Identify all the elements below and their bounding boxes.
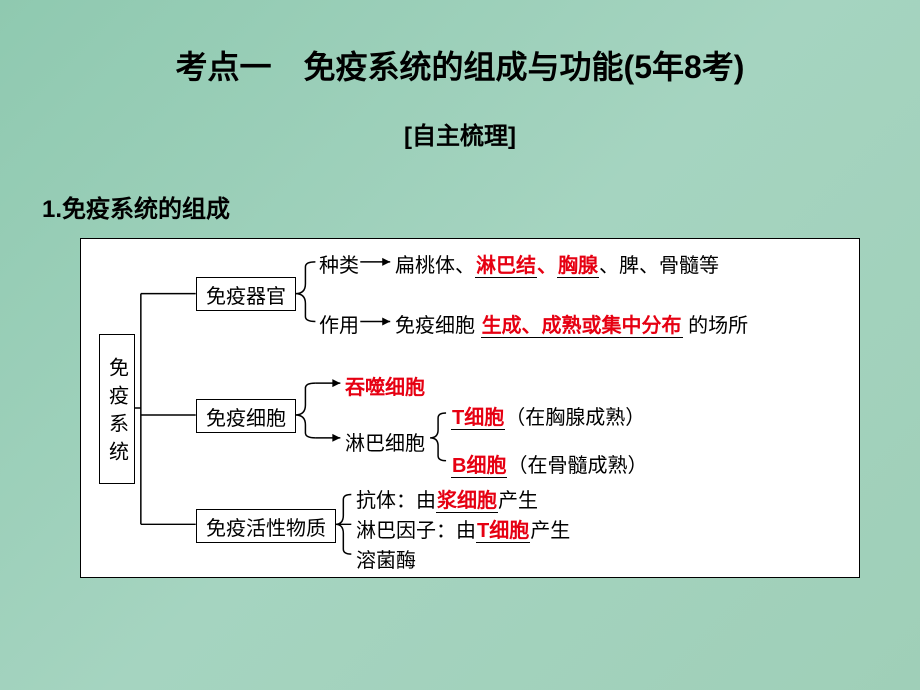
organ-line2-prefix: 作用 bbox=[319, 315, 359, 337]
organ-line1-prefix: 种类 bbox=[319, 255, 359, 277]
organ-func-content: 免疫细胞 生成、成熟或集中分布 的场所 bbox=[395, 309, 748, 338]
organ-type-content: 扁桃体、淋巴结、胸腺、脾、骨髓等 bbox=[395, 249, 719, 278]
sub-l1-c: 产生 bbox=[498, 490, 538, 512]
sub-l2-a: 淋巴因子：由 bbox=[356, 520, 476, 542]
organ-l2-b: 生成、成熟或集中分布 bbox=[481, 316, 683, 338]
phagocyte-label: 吞噬细胞 bbox=[345, 371, 425, 400]
organ-l1-d: 胸腺 bbox=[557, 256, 599, 278]
lymphocyte-label: 淋巴细胞 bbox=[345, 427, 425, 456]
section-heading: 1.免疫系统的组成 bbox=[42, 189, 920, 224]
sub-l1-a: 抗体：由 bbox=[356, 490, 436, 512]
sub-l2-b: T细胞 bbox=[476, 521, 530, 543]
lymphokine-row: 淋巴因子：由T细胞产生 bbox=[356, 514, 570, 543]
organ-l1-e: 、脾、骨髓等 bbox=[599, 255, 719, 277]
organ-l2-c: 的场所 bbox=[688, 315, 748, 337]
sub-l1-b: 浆细胞 bbox=[436, 491, 498, 513]
organ-l1-a: 扁桃体、 bbox=[395, 255, 475, 277]
organ-type-label: 种类 bbox=[319, 249, 359, 278]
organ-l1-c: 、 bbox=[537, 255, 557, 277]
page-title: 考点一 免疫系统的组成与功能(5年8考) bbox=[0, 0, 920, 88]
lysozyme-row: 溶菌酶 bbox=[356, 544, 416, 573]
organ-l1-b: 淋巴结 bbox=[475, 256, 537, 278]
antibody-row: 抗体：由浆细胞产生 bbox=[356, 484, 538, 513]
tcell-note: （在胸腺成熟） bbox=[505, 407, 645, 429]
bcell-label: B细胞 bbox=[451, 456, 507, 478]
diagram-container: 免疫系统 免疫器官 免疫细胞 免疫活性物质 种类 bbox=[80, 238, 860, 578]
sub-l2-c: 产生 bbox=[530, 520, 570, 542]
subtitle: [自主梳理] bbox=[0, 116, 920, 151]
tcell-row: T细胞（在胸腺成熟） bbox=[451, 401, 645, 430]
bcell-row: B细胞（在骨髓成熟） bbox=[451, 449, 647, 478]
bcell-note: （在骨髓成熟） bbox=[507, 455, 647, 477]
organ-l2-a: 免疫细胞 bbox=[395, 315, 475, 337]
tcell-label: T细胞 bbox=[451, 408, 505, 430]
organ-func-label: 作用 bbox=[319, 309, 359, 338]
